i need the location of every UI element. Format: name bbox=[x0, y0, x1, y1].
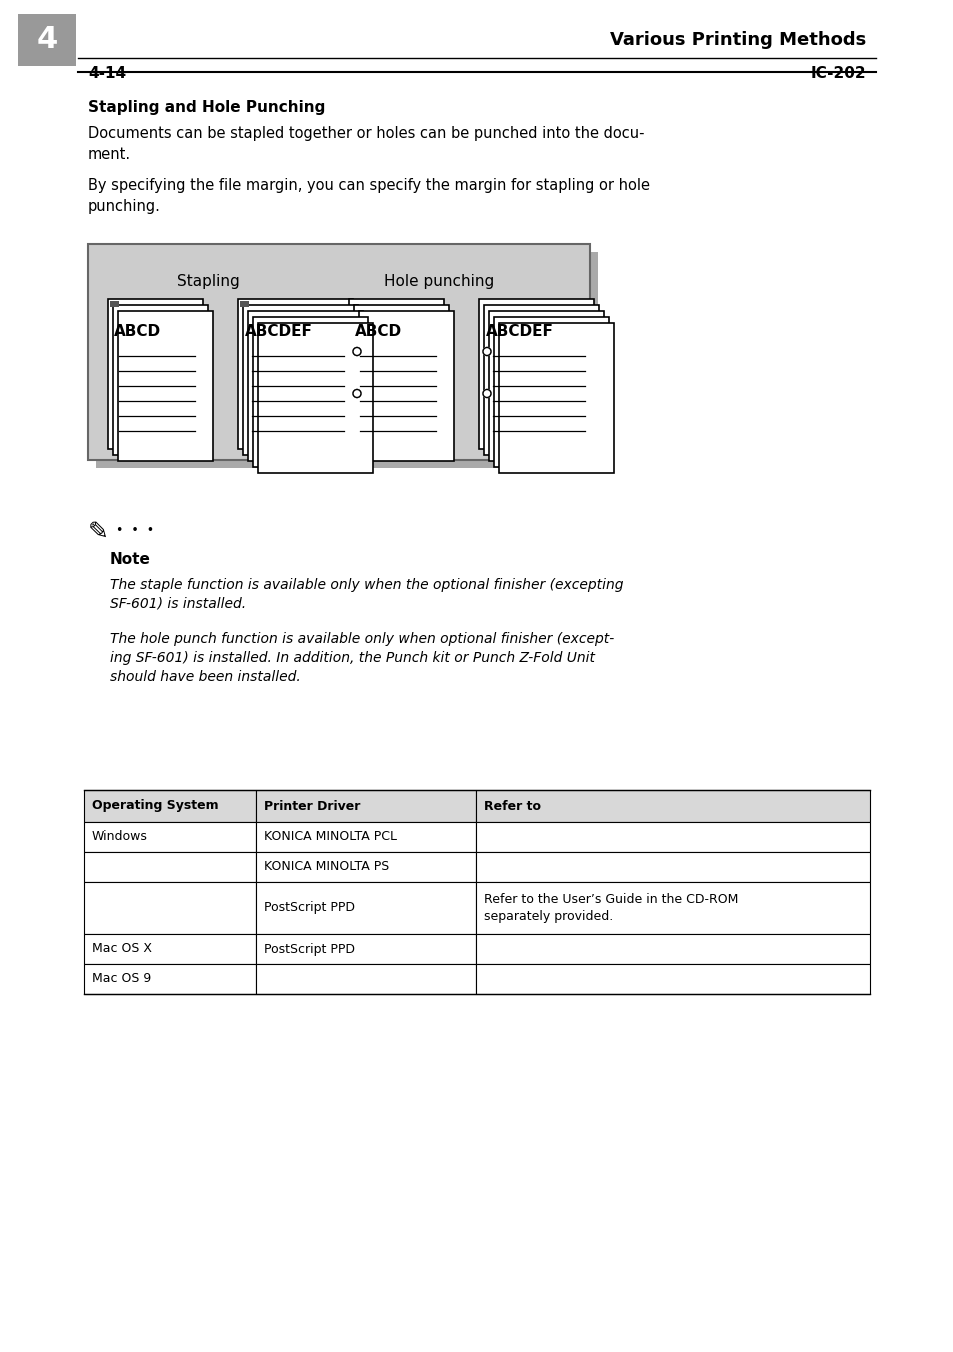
Bar bbox=[253, 316, 368, 466]
Text: Various Printing Methods: Various Printing Methods bbox=[609, 31, 865, 49]
Text: ABCDEF: ABCDEF bbox=[245, 324, 313, 339]
Text: 4: 4 bbox=[36, 26, 57, 54]
Bar bbox=[354, 306, 449, 456]
Bar bbox=[494, 316, 608, 466]
Text: The hole punch function is available only when optional finisher (except-
ing SF: The hole punch function is available onl… bbox=[110, 631, 614, 684]
Circle shape bbox=[482, 389, 491, 397]
Text: The staple function is available only when the optional finisher (excepting
SF-6: The staple function is available only wh… bbox=[110, 579, 623, 611]
Text: Note: Note bbox=[110, 552, 151, 566]
Text: Windows: Windows bbox=[91, 830, 148, 844]
Bar bbox=[84, 852, 255, 882]
Bar bbox=[255, 934, 476, 964]
Text: PostScript PPD: PostScript PPD bbox=[264, 942, 355, 956]
Text: ABCDEF: ABCDEF bbox=[485, 324, 553, 339]
Text: Mac OS 9: Mac OS 9 bbox=[91, 972, 152, 986]
Bar bbox=[489, 311, 603, 461]
Text: PostScript PPD: PostScript PPD bbox=[264, 902, 355, 914]
Text: ABCD: ABCD bbox=[113, 324, 161, 339]
Text: Hole punching: Hole punching bbox=[384, 274, 494, 289]
Bar bbox=[84, 964, 255, 994]
Bar bbox=[84, 790, 255, 822]
Text: Documents can be stapled together or holes can be punched into the docu-
ment.: Documents can be stapled together or hol… bbox=[88, 126, 644, 162]
Text: Refer to: Refer to bbox=[483, 799, 540, 813]
Bar bbox=[118, 311, 213, 461]
Circle shape bbox=[482, 347, 491, 356]
Bar bbox=[96, 251, 598, 468]
Circle shape bbox=[482, 389, 491, 397]
Bar bbox=[243, 306, 357, 456]
Text: By specifying the file margin, you can specify the margin for stapling or hole
p: By specifying the file margin, you can s… bbox=[88, 178, 649, 214]
Bar bbox=[255, 964, 476, 994]
Text: Stapling: Stapling bbox=[177, 274, 239, 289]
Bar bbox=[483, 306, 598, 456]
Bar bbox=[88, 243, 589, 460]
Circle shape bbox=[482, 347, 491, 356]
Bar bbox=[84, 934, 255, 964]
Circle shape bbox=[353, 389, 360, 397]
Bar bbox=[476, 934, 869, 964]
Circle shape bbox=[353, 347, 360, 356]
Bar bbox=[108, 299, 203, 449]
Text: Refer to the User’s Guide in the CD-ROM
separately provided.: Refer to the User’s Guide in the CD-ROM … bbox=[483, 894, 738, 923]
Bar bbox=[478, 299, 594, 449]
Bar bbox=[476, 852, 869, 882]
Bar bbox=[358, 311, 454, 461]
Bar bbox=[110, 301, 119, 307]
Bar bbox=[237, 299, 353, 449]
Text: ABCD: ABCD bbox=[355, 324, 401, 339]
Text: IC-202: IC-202 bbox=[809, 66, 865, 81]
Bar bbox=[84, 822, 255, 852]
Bar bbox=[349, 299, 443, 449]
Text: •  •  •: • • • bbox=[116, 525, 154, 537]
Bar bbox=[255, 882, 476, 934]
Bar bbox=[476, 882, 869, 934]
Text: Printer Driver: Printer Driver bbox=[264, 799, 360, 813]
Bar bbox=[112, 306, 208, 456]
Text: Stapling and Hole Punching: Stapling and Hole Punching bbox=[88, 100, 325, 115]
Bar bbox=[476, 964, 869, 994]
Bar bbox=[255, 790, 476, 822]
Bar bbox=[255, 822, 476, 852]
Bar bbox=[84, 882, 255, 934]
Circle shape bbox=[353, 389, 360, 397]
Bar bbox=[498, 323, 614, 473]
Bar bbox=[476, 822, 869, 852]
Bar bbox=[240, 301, 249, 307]
Bar bbox=[248, 311, 363, 461]
Text: 4-14: 4-14 bbox=[88, 66, 126, 81]
Bar bbox=[18, 14, 76, 66]
Circle shape bbox=[353, 347, 360, 356]
Text: KONICA MINOLTA PCL: KONICA MINOLTA PCL bbox=[264, 830, 396, 844]
Text: KONICA MINOLTA PS: KONICA MINOLTA PS bbox=[264, 860, 389, 873]
Text: ✎: ✎ bbox=[88, 521, 109, 544]
Text: Operating System: Operating System bbox=[91, 799, 218, 813]
Bar bbox=[257, 323, 373, 473]
Bar bbox=[476, 790, 869, 822]
Bar bbox=[255, 852, 476, 882]
Text: Mac OS X: Mac OS X bbox=[91, 942, 152, 956]
